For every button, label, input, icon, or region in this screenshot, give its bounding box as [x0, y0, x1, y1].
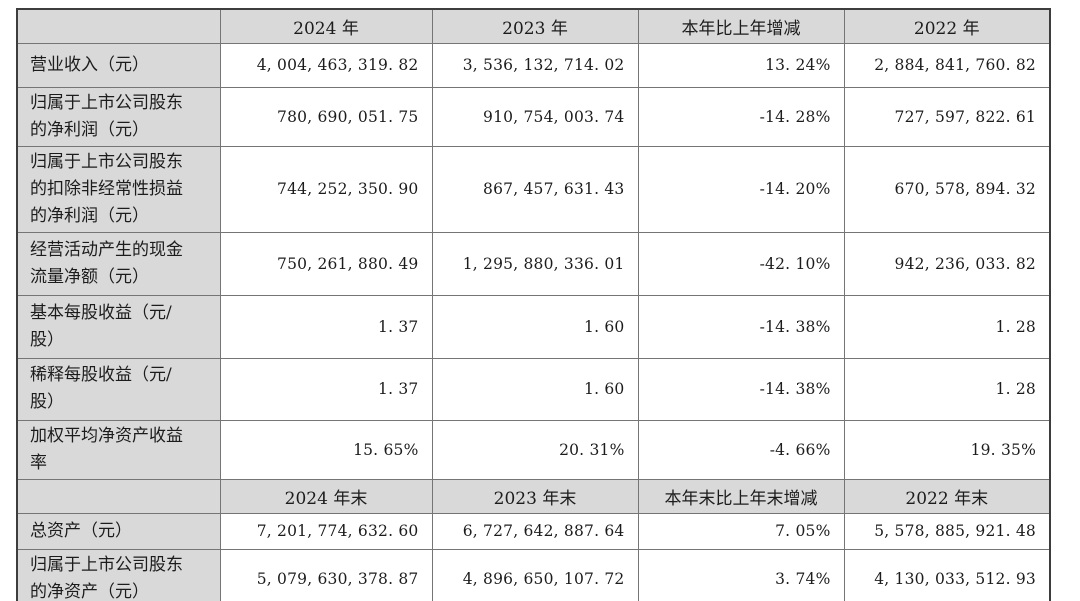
header-cell-blank	[16, 8, 221, 44]
row-label: 归属于上市公司股东的净利润（元）	[16, 86, 221, 147]
row-label: 加权平均净资产收益率	[16, 419, 221, 480]
value-2023: 4, 896, 650, 107. 72	[431, 548, 639, 601]
value-change: 3. 74%	[637, 548, 845, 601]
value-change: -14. 38%	[637, 357, 845, 421]
value-2023: 867, 457, 631. 43	[431, 145, 639, 233]
value-2022: 19. 35%	[843, 419, 1051, 480]
row-label: 基本每股收益（元/股）	[16, 294, 221, 359]
value-2022: 5, 578, 885, 921. 48	[843, 512, 1051, 550]
value-2023: 1. 60	[431, 357, 639, 421]
table-row-operating-cash-flow: 经营活动产生的现金流量净额（元） 750, 261, 880. 49 1, 29…	[16, 231, 1051, 296]
value-change: -14. 20%	[637, 145, 845, 233]
value-2024: 750, 261, 880. 49	[219, 231, 433, 296]
value-2024: 1. 37	[219, 294, 433, 359]
value-2022: 1. 28	[843, 357, 1051, 421]
header-cell-2023: 2023 年	[431, 8, 639, 44]
value-2024: 5, 079, 630, 378. 87	[219, 548, 433, 601]
table-row-diluted-eps: 稀释每股收益（元/股） 1. 37 1. 60 -14. 38% 1. 28	[16, 357, 1051, 421]
value-2024: 1. 37	[219, 357, 433, 421]
table-row-total-assets: 总资产（元） 7, 201, 774, 632. 60 6, 727, 642,…	[16, 512, 1051, 550]
value-change: -14. 38%	[637, 294, 845, 359]
value-2022: 4, 130, 033, 512. 93	[843, 548, 1051, 601]
table-row-net-profit-attributable: 归属于上市公司股东的净利润（元） 780, 690, 051. 75 910, …	[16, 86, 1051, 147]
value-change: -42. 10%	[637, 231, 845, 296]
value-2023: 1, 295, 880, 336. 01	[431, 231, 639, 296]
table-header-row-year-end: 2024 年末 2023 年末 本年末比上年末增减 2022 年末	[16, 478, 1051, 514]
table-header-row-annual: 2024 年 2023 年 本年比上年增减 2022 年	[16, 8, 1051, 44]
value-2024: 15. 65%	[219, 419, 433, 480]
row-label: 营业收入（元）	[16, 42, 221, 88]
header-cell-2024: 2024 年	[219, 8, 433, 44]
value-2023: 1. 60	[431, 294, 639, 359]
value-2022: 727, 597, 822. 61	[843, 86, 1051, 147]
row-label: 归属于上市公司股东的扣除非经常性损益的净利润（元）	[16, 145, 221, 233]
value-2022: 2, 884, 841, 760. 82	[843, 42, 1051, 88]
row-label: 归属于上市公司股东的净资产（元）	[16, 548, 221, 601]
header-cell-blank	[16, 478, 221, 514]
header-cell-2024-end: 2024 年末	[219, 478, 433, 514]
value-2023: 20. 31%	[431, 419, 639, 480]
value-2024: 4, 004, 463, 319. 82	[219, 42, 433, 88]
value-2023: 910, 754, 003. 74	[431, 86, 639, 147]
header-cell-2022-end: 2022 年末	[843, 478, 1051, 514]
value-change: 13. 24%	[637, 42, 845, 88]
value-2024: 744, 252, 350. 90	[219, 145, 433, 233]
header-cell-yoy-change: 本年比上年增减	[637, 8, 845, 44]
value-2024: 780, 690, 051. 75	[219, 86, 433, 147]
table-row-net-assets-attributable: 归属于上市公司股东的净资产（元） 5, 079, 630, 378. 87 4,…	[16, 548, 1051, 601]
header-cell-yearend-change: 本年末比上年末增减	[637, 478, 845, 514]
value-2024: 7, 201, 774, 632. 60	[219, 512, 433, 550]
financial-summary-table: 2024 年 2023 年 本年比上年增减 2022 年 营业收入（元） 4, …	[16, 8, 1051, 601]
table-row-operating-revenue: 营业收入（元） 4, 004, 463, 319. 82 3, 536, 132…	[16, 42, 1051, 88]
table-row-net-profit-excl-nonrecurring: 归属于上市公司股东的扣除非经常性损益的净利润（元） 744, 252, 350.…	[16, 145, 1051, 233]
header-cell-2022: 2022 年	[843, 8, 1051, 44]
value-change: -14. 28%	[637, 86, 845, 147]
value-change: 7. 05%	[637, 512, 845, 550]
table-row-weighted-avg-roe: 加权平均净资产收益率 15. 65% 20. 31% -4. 66% 19. 3…	[16, 419, 1051, 480]
value-change: -4. 66%	[637, 419, 845, 480]
row-label: 经营活动产生的现金流量净额（元）	[16, 231, 221, 296]
row-label: 总资产（元）	[16, 512, 221, 550]
table-row-basic-eps: 基本每股收益（元/股） 1. 37 1. 60 -14. 38% 1. 28	[16, 294, 1051, 359]
value-2022: 1. 28	[843, 294, 1051, 359]
value-2022: 670, 578, 894. 32	[843, 145, 1051, 233]
value-2023: 3, 536, 132, 714. 02	[431, 42, 639, 88]
header-cell-2023-end: 2023 年末	[431, 478, 639, 514]
value-2022: 942, 236, 033. 82	[843, 231, 1051, 296]
value-2023: 6, 727, 642, 887. 64	[431, 512, 639, 550]
row-label: 稀释每股收益（元/股）	[16, 357, 221, 421]
